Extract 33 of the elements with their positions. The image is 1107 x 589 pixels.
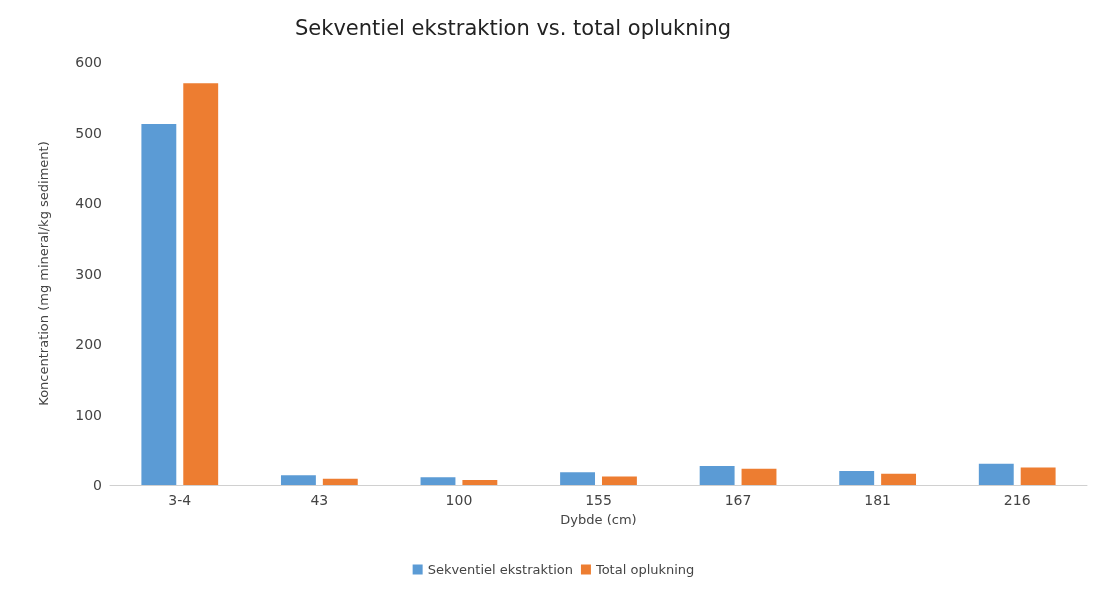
bar	[601, 476, 637, 485]
legend-label: Total oplukning	[594, 562, 695, 577]
y-tick-label: 200	[75, 336, 102, 352]
y-tick-label: 400	[75, 195, 102, 211]
y-tick-label: 0	[93, 477, 102, 493]
x-tick-label: 43	[310, 492, 329, 508]
chart-title: Sekventiel ekstraktion vs. total oplukning	[295, 15, 732, 40]
bar	[462, 480, 498, 485]
x-tick-label: 167	[724, 492, 752, 508]
y-tick-label: 600	[75, 54, 102, 70]
x-tick-label: 3-4	[168, 492, 192, 508]
y-tick-label: 300	[75, 265, 102, 282]
bar	[560, 472, 596, 485]
x-tick-label: 100	[445, 492, 473, 508]
y-tick-label: 500	[75, 124, 102, 141]
x-tick-label: 155	[585, 492, 612, 508]
bar	[183, 83, 219, 485]
x-axis-title: Dybde (cm)	[560, 512, 637, 527]
x-tick-label: 216	[1003, 492, 1031, 508]
bar	[881, 473, 917, 485]
y-tick-label: 100	[75, 406, 102, 423]
legend-label: Sekventiel ekstraktion	[427, 562, 573, 577]
bar	[699, 465, 735, 485]
bar	[839, 470, 875, 485]
y-axis-title: Koncentration (mg mineral/kg sediment)	[36, 141, 51, 406]
bar	[141, 124, 177, 485]
bar	[741, 468, 777, 485]
bar	[1020, 467, 1056, 485]
bar	[420, 477, 456, 485]
x-tick-label: 181	[864, 492, 892, 508]
bar	[280, 475, 316, 485]
bar	[322, 478, 358, 485]
bar	[978, 463, 1014, 485]
